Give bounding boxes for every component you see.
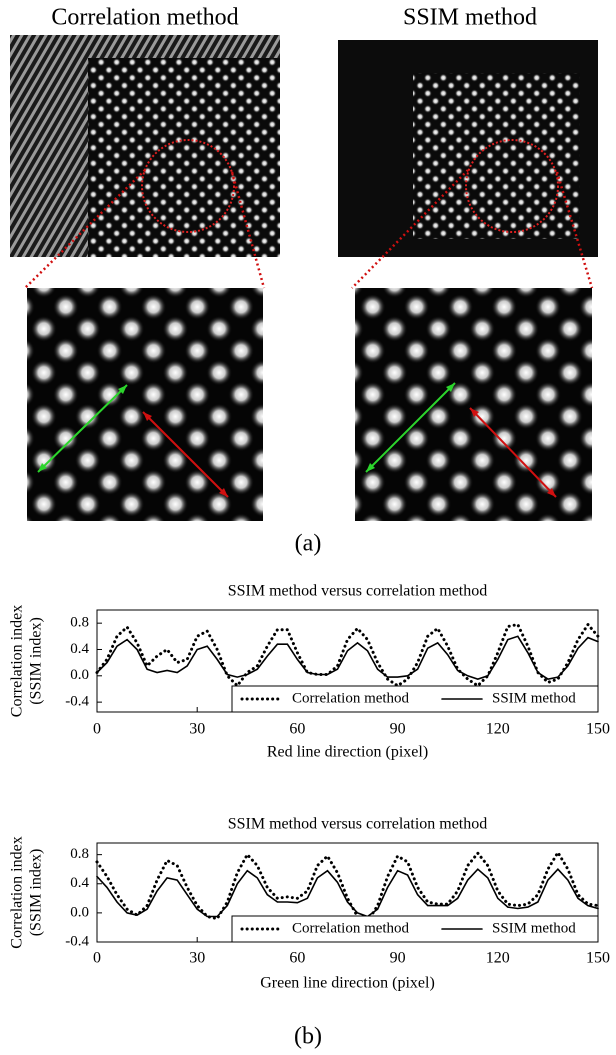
y-axis-label: (SSIM index) [28,617,45,705]
x-tick-label: 120 [486,950,510,967]
ssim-image [338,40,598,257]
ssim-zoom [355,288,592,521]
left-image-title: Correlation method [51,5,238,31]
legend-box [231,685,599,713]
x-tick-label: 90 [390,721,406,738]
y-axis-label: Correlation index [9,605,26,717]
x-tick-label: 30 [189,721,205,738]
zoom-lines [24,169,594,289]
x-tick-label: 60 [289,950,305,967]
x-tick-label: 150 [586,721,610,738]
legend-box [231,915,599,943]
y-tick-label: 0.0 [70,904,89,920]
y-axis-label: (SSIM index) [28,849,45,937]
y-tick-label: -0.4 [65,694,89,710]
panel-label: (b) [294,1024,322,1050]
x-axis-label: Green line direction (pixel) [260,975,435,992]
x-tick-label: 30 [189,950,205,967]
x-axis-label: Red line direction (pixel) [267,744,428,761]
legend-label: SSIM method [492,920,576,936]
right-image-title: SSIM method [403,5,537,31]
chart-title: SSIM method versus correlation method [228,583,488,600]
x-tick-label: 90 [390,950,406,967]
y-tick-label: 0.0 [70,667,89,683]
legend-label: SSIM method [492,690,576,706]
x-tick-label: 0 [93,721,101,738]
panel-label: (a) [295,531,322,557]
data-line [96,635,599,680]
y-tick-label: -0.4 [65,933,89,949]
chart-title: SSIM method versus correlation method [228,816,488,833]
x-tick-label: 0 [93,950,101,967]
correlation-image [10,35,280,257]
x-tick-label: 150 [586,950,610,967]
data-line [95,849,600,924]
x-tick-label: 120 [486,721,510,738]
legend-label: Correlation method [292,690,410,706]
data-line [95,622,600,688]
y-tick-label: 0.4 [70,875,89,891]
y-tick-label: 0.8 [70,846,89,862]
y-tick-label: 0.8 [70,615,89,631]
y-axis-label: Correlation index [9,836,26,948]
data-line [96,868,599,918]
y-tick-label: 0.4 [70,641,89,657]
correlation-zoom [27,288,263,521]
legend-label: Correlation method [292,920,410,936]
x-tick-label: 60 [289,721,305,738]
